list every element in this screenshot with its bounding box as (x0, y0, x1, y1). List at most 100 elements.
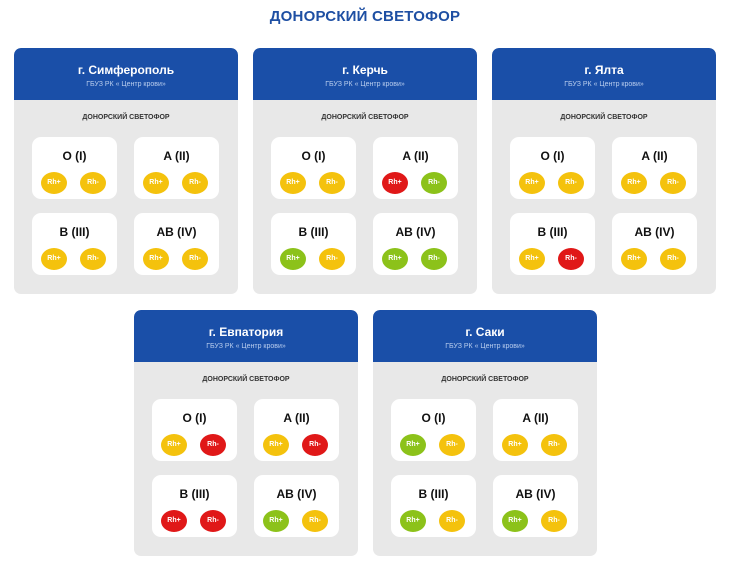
rh-negative-indicator: Rh- (421, 172, 447, 194)
rh-positive-indicator: Rh+ (161, 434, 187, 456)
card-subtitle: ДОНОРСКИЙ СВЕТОФОР (560, 114, 648, 121)
card-header: г. Керчь ГБУЗ РК « Центр крови» (253, 48, 477, 100)
rh-positive-indicator: Rh+ (41, 248, 67, 270)
page-title: ДОНОРСКИЙ СВЕТОФОР (269, 8, 461, 25)
rh-positive-indicator: Rh+ (280, 248, 306, 270)
rh-positive-indicator: Rh+ (621, 172, 647, 194)
rh-positive-indicator: Rh+ (400, 510, 426, 532)
rh-positive-indicator: Rh+ (161, 510, 187, 532)
rh-positive-indicator: Rh+ (519, 248, 545, 270)
blood-group-cell: A (II) Rh+ Rh- (134, 137, 219, 199)
blood-group-name: O (I) (182, 411, 207, 425)
city-card-simferopol: г. Симферополь ГБУЗ РК « Центр крови» ДО… (14, 48, 238, 294)
blood-group-cell: AB (IV) Rh+ Rh- (134, 213, 219, 275)
blood-group-name: O (I) (301, 149, 326, 163)
card-city: г. Ялта (584, 63, 624, 77)
rh-positive-indicator: Rh+ (263, 510, 289, 532)
blood-group-cell: AB (IV) Rh+ Rh- (254, 475, 339, 537)
rh-negative-indicator: Rh- (182, 248, 208, 270)
rh-positive-indicator: Rh+ (263, 434, 289, 456)
rh-negative-indicator: Rh- (200, 510, 226, 532)
rh-positive-indicator: Rh+ (382, 248, 408, 270)
blood-group-cell: B (III) Rh+ Rh- (32, 213, 117, 275)
rh-negative-indicator: Rh- (660, 172, 686, 194)
blood-group-cell: O (I) Rh+ Rh- (391, 399, 476, 461)
blood-group-name: B (III) (418, 487, 449, 501)
blood-group-name: B (III) (298, 225, 329, 239)
rh-negative-indicator: Rh- (660, 248, 686, 270)
rh-negative-indicator: Rh- (558, 172, 584, 194)
blood-group-name: B (III) (179, 487, 210, 501)
rh-positive-indicator: Rh+ (143, 172, 169, 194)
blood-group-cell: B (III) Rh+ Rh- (271, 213, 356, 275)
rh-negative-indicator: Rh- (319, 172, 345, 194)
blood-group-cell: O (I) Rh+ Rh- (32, 137, 117, 199)
rh-positive-indicator: Rh+ (143, 248, 169, 270)
rh-negative-indicator: Rh- (421, 248, 447, 270)
rh-negative-indicator: Rh- (182, 172, 208, 194)
blood-group-cell: O (I) Rh+ Rh- (510, 137, 595, 199)
card-org: ГБУЗ РК « Центр крови» (86, 81, 166, 88)
card-subtitle: ДОНОРСКИЙ СВЕТОФОР (441, 376, 529, 383)
card-org: ГБУЗ РК « Центр крови» (564, 81, 644, 88)
rh-negative-indicator: Rh- (439, 434, 465, 456)
card-header: г. Саки ГБУЗ РК « Центр крови» (373, 310, 597, 362)
blood-group-cell: AB (IV) Rh+ Rh- (373, 213, 458, 275)
rh-positive-indicator: Rh+ (621, 248, 647, 270)
rh-positive-indicator: Rh+ (41, 172, 67, 194)
card-header: г. Симферополь ГБУЗ РК « Центр крови» (14, 48, 238, 100)
blood-group-cell: B (III) Rh+ Rh- (391, 475, 476, 537)
blood-group-name: AB (IV) (156, 225, 197, 239)
blood-group-name: O (I) (62, 149, 87, 163)
blood-group-name: O (I) (540, 149, 565, 163)
rh-negative-indicator: Rh- (319, 248, 345, 270)
rh-negative-indicator: Rh- (541, 510, 567, 532)
card-city: г. Саки (465, 325, 505, 339)
blood-group-name: B (III) (537, 225, 568, 239)
card-org: ГБУЗ РК « Центр крови» (445, 343, 525, 350)
rh-positive-indicator: Rh+ (502, 434, 528, 456)
blood-group-cell: AB (IV) Rh+ Rh- (493, 475, 578, 537)
blood-group-name: O (I) (421, 411, 446, 425)
blood-group-name: A (II) (641, 149, 668, 163)
rh-negative-indicator: Rh- (80, 248, 106, 270)
blood-group-name: A (II) (522, 411, 549, 425)
city-card-saki: г. Саки ГБУЗ РК « Центр крови» ДОНОРСКИЙ… (373, 310, 597, 556)
card-city: г. Евпатория (208, 325, 284, 339)
rh-negative-indicator: Rh- (80, 172, 106, 194)
blood-group-name: A (II) (283, 411, 310, 425)
rh-negative-indicator: Rh- (541, 434, 567, 456)
blood-group-cell: O (I) Rh+ Rh- (271, 137, 356, 199)
blood-group-cell: A (II) Rh+ Rh- (612, 137, 697, 199)
rh-negative-indicator: Rh- (558, 248, 584, 270)
blood-group-cell: B (III) Rh+ Rh- (510, 213, 595, 275)
card-city: г. Керчь (342, 63, 388, 77)
blood-group-name: AB (IV) (515, 487, 556, 501)
rh-negative-indicator: Rh- (200, 434, 226, 456)
rh-positive-indicator: Rh+ (519, 172, 545, 194)
rh-positive-indicator: Rh+ (382, 172, 408, 194)
card-header: г. Евпатория ГБУЗ РК « Центр крови» (134, 310, 358, 362)
blood-group-cell: AB (IV) Rh+ Rh- (612, 213, 697, 275)
blood-group-cell: A (II) Rh+ Rh- (493, 399, 578, 461)
blood-group-cell: A (II) Rh+ Rh- (373, 137, 458, 199)
blood-group-cell: A (II) Rh+ Rh- (254, 399, 339, 461)
card-subtitle: ДОНОРСКИЙ СВЕТОФОР (321, 114, 409, 121)
city-card-evpatoria: г. Евпатория ГБУЗ РК « Центр крови» ДОНО… (134, 310, 358, 556)
blood-group-cell: O (I) Rh+ Rh- (152, 399, 237, 461)
blood-group-name: AB (IV) (276, 487, 317, 501)
city-card-yalta: г. Ялта ГБУЗ РК « Центр крови» ДОНОРСКИЙ… (492, 48, 716, 294)
rh-positive-indicator: Rh+ (280, 172, 306, 194)
rh-positive-indicator: Rh+ (502, 510, 528, 532)
card-city: г. Симферополь (77, 63, 175, 77)
blood-group-cell: B (III) Rh+ Rh- (152, 475, 237, 537)
rh-negative-indicator: Rh- (302, 434, 328, 456)
card-org: ГБУЗ РК « Центр крови» (206, 343, 286, 350)
blood-group-name: A (II) (402, 149, 429, 163)
blood-group-name: AB (IV) (634, 225, 675, 239)
card-header: г. Ялта ГБУЗ РК « Центр крови» (492, 48, 716, 100)
blood-group-name: B (III) (59, 225, 90, 239)
city-card-kerch: г. Керчь ГБУЗ РК « Центр крови» ДОНОРСКИ… (253, 48, 477, 294)
blood-group-name: A (II) (163, 149, 190, 163)
rh-negative-indicator: Rh- (302, 510, 328, 532)
